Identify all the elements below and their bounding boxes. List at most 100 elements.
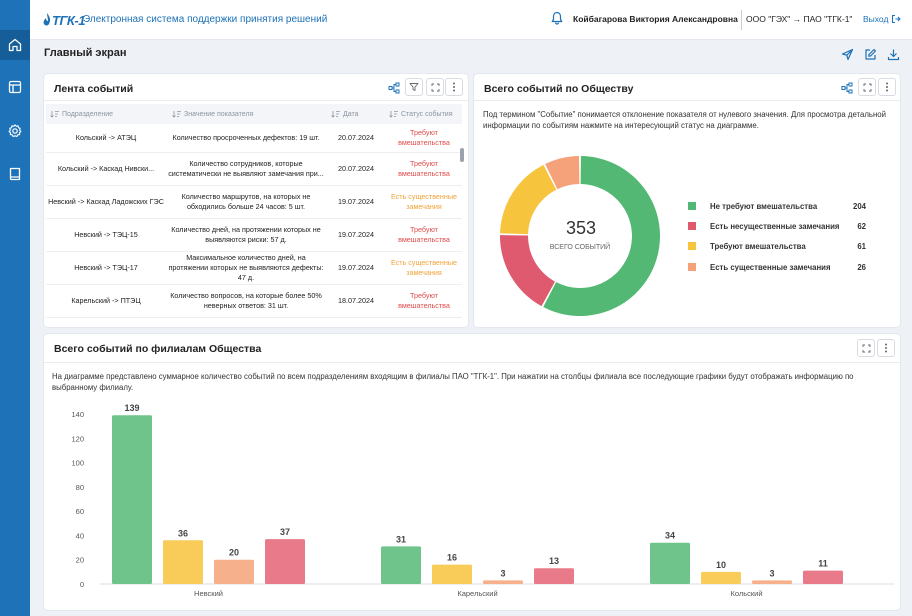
expand-icon — [863, 83, 871, 91]
table-row[interactable]: Карельский -> ПТЭЦ Количество вопросов, н… — [46, 285, 462, 318]
logout-button[interactable]: Выход — [863, 14, 901, 24]
home-icon — [8, 38, 22, 52]
branches-divider — [44, 362, 900, 363]
table-row[interactable]: Невский -> Каскад Ладожских ГЭС Количеств… — [46, 186, 462, 219]
bar[interactable] — [534, 568, 574, 584]
legend-label: Не требуют вмешательства — [710, 201, 818, 211]
bar[interactable] — [701, 571, 741, 584]
feed-scrollbar[interactable] — [460, 148, 464, 162]
bar[interactable] — [432, 564, 472, 584]
branches-more-button[interactable] — [877, 339, 895, 357]
summary-divider — [474, 100, 900, 101]
x-category-label[interactable]: Невский — [194, 589, 223, 598]
legend-swatch — [688, 222, 696, 230]
bar[interactable] — [163, 540, 203, 584]
bar[interactable] — [265, 539, 305, 584]
column-header-date[interactable]: Дата — [331, 104, 359, 124]
bar[interactable] — [381, 546, 421, 584]
legend-label: Требуют вмешательства — [710, 241, 806, 251]
sidebar-settings-button[interactable] — [0, 116, 30, 146]
table-row[interactable]: Невский -> ТЭЦ-17 Максимальное количество… — [46, 252, 462, 285]
bar-value-label: 11 — [818, 559, 828, 569]
summary-hierarchy-button[interactable] — [838, 79, 856, 97]
x-category-label[interactable]: Карельский — [457, 589, 497, 598]
cell-date: 20.07.2024 — [338, 133, 374, 143]
donut-slice[interactable] — [543, 156, 660, 316]
bell-icon — [551, 11, 563, 25]
sort-icon — [389, 111, 398, 118]
legend-item[interactable]: Есть существенные замечания — [688, 262, 831, 272]
table-row[interactable]: Невский -> ТЭЦ-15 Количество дней, на про… — [46, 219, 462, 252]
bar-value-label: 3 — [769, 568, 774, 578]
sidebar-docs-button[interactable] — [0, 159, 30, 189]
feed-hierarchy-button[interactable] — [385, 79, 403, 97]
legend-swatch — [688, 242, 696, 250]
org-selector[interactable]: ООО "ГЭХ" → ПАО "ТГК-1" — [746, 14, 853, 24]
cell-date: 18.07.2024 — [338, 296, 374, 306]
layout-icon — [8, 80, 22, 94]
expand-icon — [431, 83, 439, 91]
bar-value-label: 34 — [665, 531, 675, 541]
donut-slice[interactable] — [500, 235, 556, 307]
x-category-label[interactable]: Кольский — [730, 589, 762, 598]
legend-label: Есть существенные замечания — [710, 262, 831, 272]
cell-status: Требуют вмешательства — [398, 159, 450, 178]
legend-item[interactable]: Требуют вмешательства — [688, 241, 806, 251]
summary-more-button[interactable] — [878, 78, 896, 96]
edit-button[interactable] — [860, 44, 880, 64]
sort-icon — [331, 111, 340, 118]
y-tick-label: 20 — [76, 556, 84, 565]
table-row[interactable]: Кольский -> АТЭЦ Количество просроченных … — [46, 124, 462, 153]
download-button[interactable] — [883, 44, 903, 64]
legend-item[interactable]: Есть несущественные замечания — [688, 221, 839, 231]
feed-more-button[interactable] — [445, 78, 463, 96]
summary-expand-button[interactable] — [858, 78, 876, 96]
summary-description: Под термином "Событие" понимается отклон… — [483, 110, 886, 131]
bar-value-label: 37 — [280, 527, 290, 537]
cell-status: Есть существенные замечания — [390, 258, 458, 277]
column-header-status[interactable]: Статус события — [389, 104, 453, 124]
bar[interactable] — [803, 570, 843, 584]
column-header-label: Статус события — [401, 110, 453, 118]
donut-chart — [500, 156, 660, 316]
feed-expand-button[interactable] — [426, 78, 444, 96]
logo-flame-icon — [43, 13, 51, 26]
sidebar-home-button[interactable] — [0, 30, 30, 60]
y-tick-label: 140 — [71, 410, 84, 419]
bar[interactable] — [483, 580, 523, 584]
column-header-label: Значение показателя — [184, 110, 254, 118]
table-row[interactable]: Кольский -> Каскад Нивски... Количество с… — [46, 153, 462, 186]
donut-slice[interactable] — [500, 164, 557, 235]
y-tick-label: 40 — [76, 531, 84, 540]
branches-expand-button[interactable] — [857, 339, 875, 357]
legend-item[interactable]: Не требуют вмешательства — [688, 201, 817, 211]
send-button[interactable] — [837, 44, 857, 64]
more-vertical-icon — [453, 82, 455, 92]
column-header-unit[interactable]: Подразделение — [50, 104, 113, 124]
logout-icon — [892, 14, 901, 24]
legend-swatch — [688, 263, 696, 271]
cell-value: Количество сотрудников, которые системат… — [168, 159, 324, 178]
cell-value: Количество просроченных дефектов: 19 шт. — [172, 133, 320, 143]
sidebar-layout-button[interactable] — [0, 72, 30, 102]
filter-icon — [409, 83, 419, 91]
feed-filter-button[interactable] — [405, 78, 423, 96]
column-header-value[interactable]: Значение показателя — [172, 104, 253, 124]
y-tick-label: 0 — [80, 580, 84, 589]
sort-icon — [172, 111, 181, 118]
bar[interactable] — [752, 580, 792, 584]
user-name[interactable]: Койбагарова Виктория Александровна — [573, 14, 738, 24]
logo-text: ТГК-1 — [52, 12, 85, 28]
branches-title: Всего событий по филиалам Общества — [54, 343, 262, 355]
legend-value: 26 — [857, 263, 866, 272]
notifications-button[interactable] — [551, 11, 563, 30]
bar[interactable] — [214, 559, 254, 584]
donut-slice[interactable] — [545, 156, 580, 190]
cell-unit: Невский -> ТЭЦ-15 — [74, 230, 138, 240]
bar[interactable] — [112, 415, 152, 584]
donut-total: 353 — [566, 218, 597, 238]
y-tick-label: 80 — [76, 483, 84, 492]
more-vertical-icon — [885, 343, 887, 353]
logo[interactable]: ТГК-1 — [42, 8, 85, 32]
bar[interactable] — [650, 542, 690, 584]
